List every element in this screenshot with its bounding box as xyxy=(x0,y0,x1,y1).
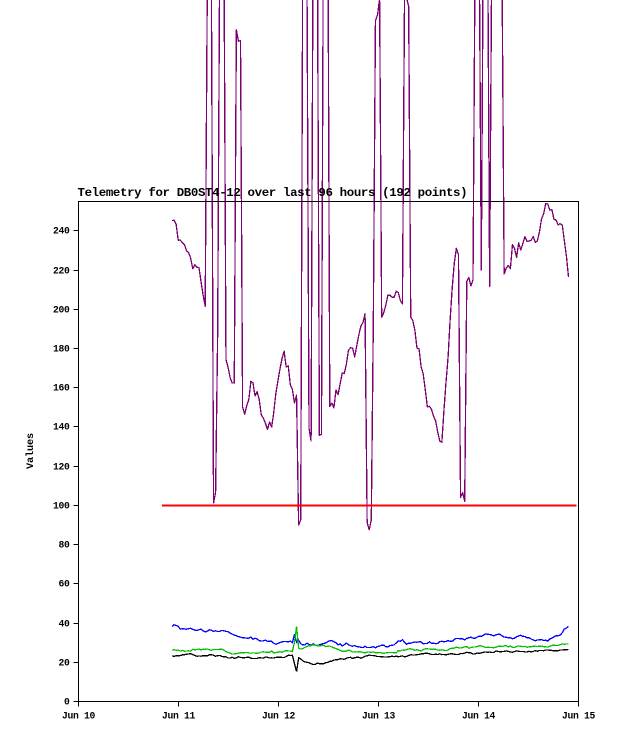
svg-text:160: 160 xyxy=(53,383,70,394)
svg-text:Jun 10: Jun 10 xyxy=(62,711,96,722)
svg-text:180: 180 xyxy=(53,344,70,355)
svg-text:Jun 11: Jun 11 xyxy=(162,711,196,722)
svg-text:Jun 15: Jun 15 xyxy=(562,711,596,722)
svg-text:Jun 14: Jun 14 xyxy=(462,711,496,722)
svg-text:80: 80 xyxy=(58,540,70,551)
svg-text:Jun 13: Jun 13 xyxy=(362,711,396,722)
svg-text:220: 220 xyxy=(53,266,70,277)
svg-text:Telemetry for DB0ST4-12 over l: Telemetry for DB0ST4-12 over last 96 hou… xyxy=(78,186,468,200)
svg-text:Values: Values xyxy=(25,433,37,469)
svg-text:100: 100 xyxy=(53,501,70,512)
svg-text:20: 20 xyxy=(58,658,70,669)
svg-text:60: 60 xyxy=(58,579,70,590)
svg-text:Jun 12: Jun 12 xyxy=(262,711,296,722)
svg-text:40: 40 xyxy=(58,619,70,630)
svg-text:240: 240 xyxy=(53,226,70,237)
svg-text:140: 140 xyxy=(53,422,70,433)
svg-text:200: 200 xyxy=(53,305,70,316)
svg-text:120: 120 xyxy=(53,462,70,473)
svg-text:0: 0 xyxy=(64,697,70,708)
